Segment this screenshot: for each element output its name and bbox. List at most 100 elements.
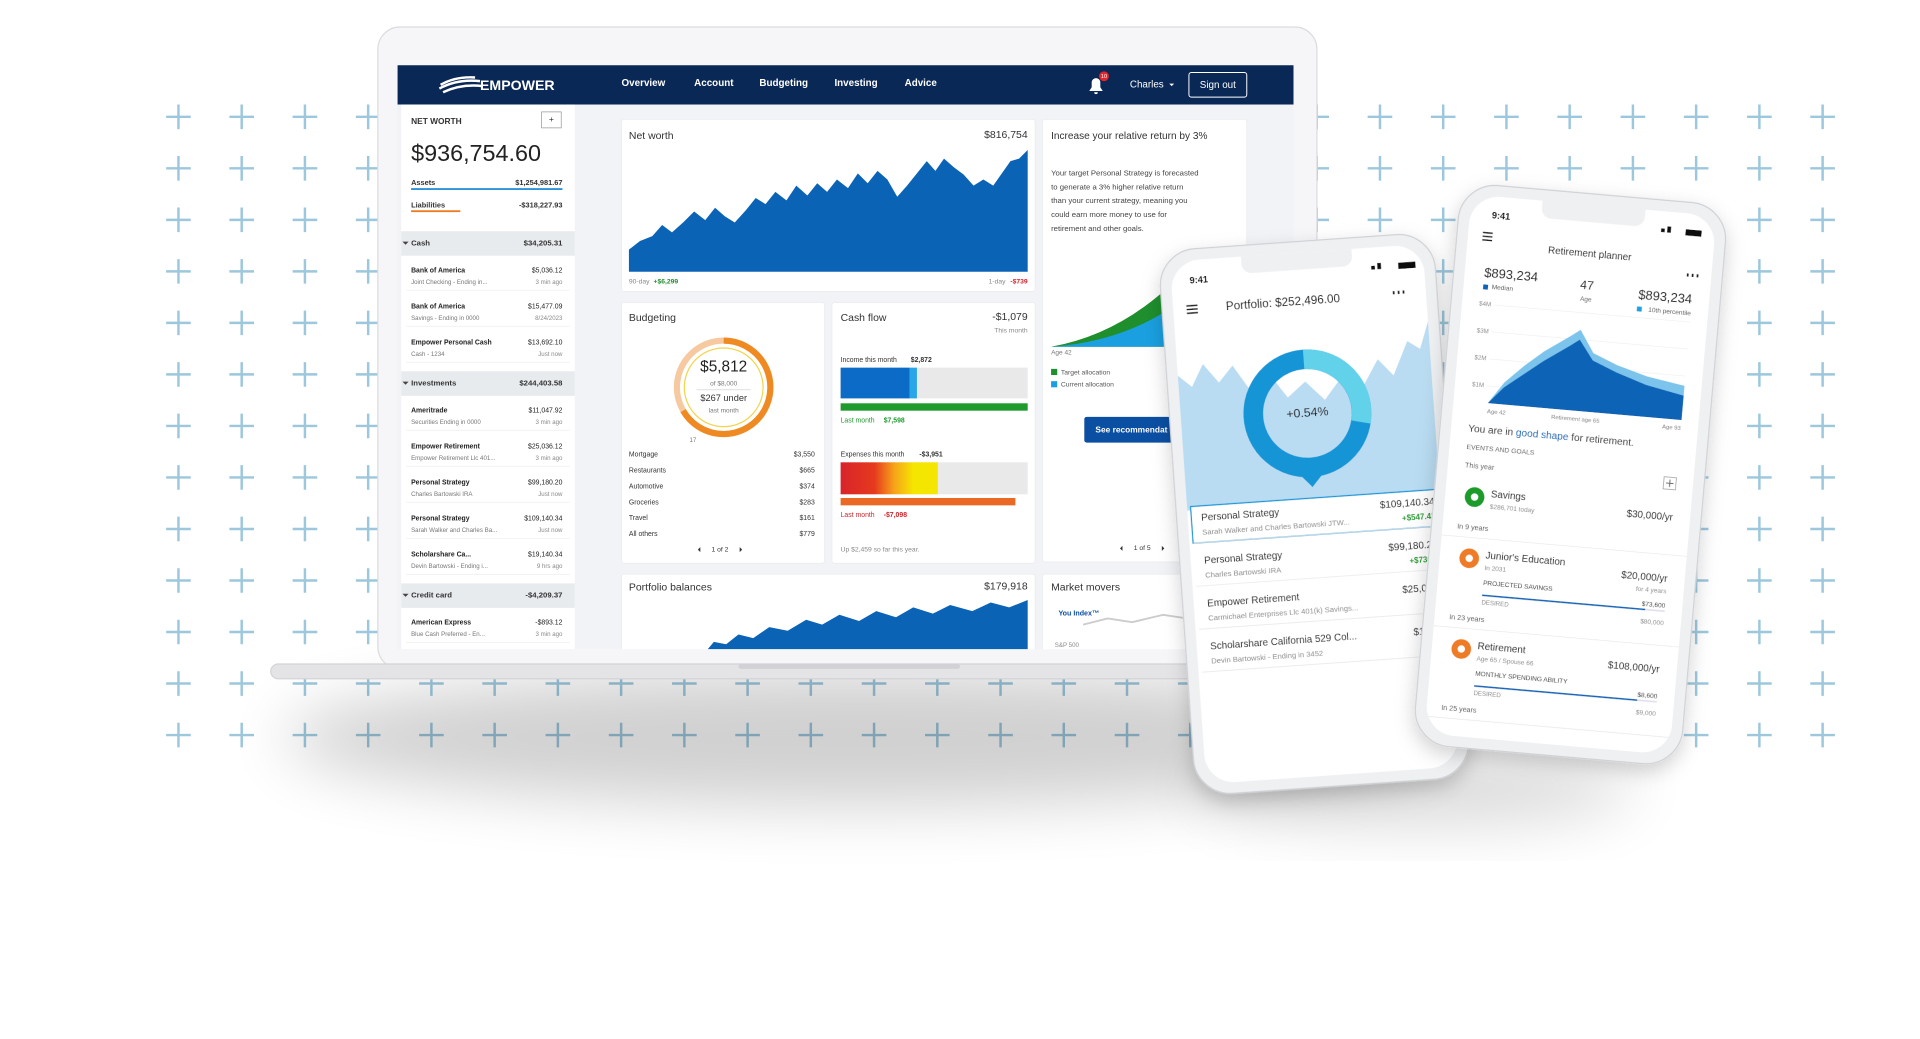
event-sub: In 2031 bbox=[1484, 565, 1507, 574]
plus-sign bbox=[229, 568, 255, 593]
net-worth: $936,754.60 bbox=[411, 140, 541, 166]
label: 17 bbox=[689, 437, 696, 444]
sign-out[interactable]: Sign out bbox=[1200, 80, 1236, 91]
nav-item[interactable]: Advice bbox=[905, 78, 938, 89]
legend-swatch bbox=[1636, 306, 1642, 312]
user-menu[interactable]: Charles bbox=[1130, 79, 1164, 90]
category-amount: $665 bbox=[799, 468, 814, 475]
more-icon[interactable] bbox=[1686, 273, 1699, 278]
group-total: $244,403.58 bbox=[519, 379, 563, 388]
account-name[interactable]: Personal Strategy bbox=[411, 479, 470, 486]
add-button[interactable] bbox=[541, 111, 562, 129]
add-icon[interactable]: + bbox=[549, 114, 554, 124]
plus-sign bbox=[1494, 156, 1519, 181]
plus-sign bbox=[355, 516, 381, 542]
account-name[interactable]: American Express bbox=[411, 619, 471, 626]
menu-icon[interactable] bbox=[1186, 304, 1199, 315]
metric-value: $8,600 bbox=[1637, 692, 1658, 701]
account-name[interactable]: Empower Retirement bbox=[411, 443, 481, 450]
last-month-income-bar bbox=[840, 403, 1028, 411]
label: Income this month bbox=[841, 357, 897, 364]
category-name: All others bbox=[629, 531, 658, 538]
label: Expenses this month bbox=[841, 452, 905, 459]
plus-sign bbox=[1747, 104, 1772, 130]
row-name[interactable]: Personal Strategy bbox=[1201, 507, 1280, 523]
plus-sign bbox=[1747, 156, 1772, 181]
sign-out-button[interactable] bbox=[1188, 72, 1248, 98]
plus-sign bbox=[355, 259, 381, 284]
row-amount: $99,180.20 bbox=[1388, 539, 1438, 553]
plus-sign bbox=[229, 207, 255, 233]
account-name[interactable]: Ameritrade bbox=[411, 407, 447, 414]
group-header bbox=[401, 231, 575, 256]
bell-icon[interactable] bbox=[1089, 78, 1103, 95]
nav-item[interactable]: Budgeting bbox=[759, 78, 808, 89]
card-title: Budgeting bbox=[629, 313, 676, 324]
pager-prev[interactable] bbox=[1120, 545, 1123, 551]
plus-sign bbox=[292, 568, 318, 593]
pager: 1 of 2 bbox=[712, 546, 729, 553]
budget-ring-progress bbox=[680, 337, 774, 438]
event-amount: $108,000/yr bbox=[1607, 660, 1660, 676]
donut-segment bbox=[1302, 349, 1372, 424]
event-name[interactable]: Retirement bbox=[1477, 641, 1526, 656]
category-name: Restaurants bbox=[629, 468, 667, 475]
plus-sign bbox=[229, 619, 255, 645]
pager-next[interactable] bbox=[1161, 545, 1165, 551]
budget-inner bbox=[683, 347, 764, 428]
body-line: to generate a 3% higher relative return bbox=[1051, 182, 1183, 191]
plus-sign bbox=[1683, 156, 1709, 181]
axis-label: $1M bbox=[1472, 381, 1485, 389]
nav-item[interactable]: Account bbox=[694, 78, 734, 89]
account-sub: Charles Bartowski IRA bbox=[411, 491, 473, 498]
recommend-button[interactable] bbox=[1084, 416, 1196, 443]
label: -$3,951 bbox=[919, 452, 943, 459]
label: Median bbox=[1491, 284, 1513, 293]
account-name[interactable]: Empower Personal Cash bbox=[411, 339, 492, 346]
plus-sign bbox=[1367, 207, 1393, 233]
stat-value: $893,234 bbox=[1638, 287, 1693, 307]
pager-next[interactable] bbox=[739, 547, 743, 553]
separator bbox=[1199, 611, 1449, 630]
axis-label: $2M bbox=[1474, 354, 1487, 362]
event-when: In 25 years bbox=[1441, 704, 1477, 715]
plus-sign bbox=[1810, 104, 1835, 130]
account-name[interactable]: Bank of America bbox=[411, 303, 465, 310]
status-icons bbox=[1660, 226, 1702, 237]
plus-sign bbox=[1810, 568, 1835, 593]
event-name[interactable]: Savings bbox=[1490, 489, 1526, 503]
menu-icon[interactable] bbox=[1482, 231, 1493, 242]
stat-value: 47 bbox=[1580, 278, 1595, 293]
grid-line bbox=[1493, 304, 1691, 323]
account-sub: Sarah Walker and Charles Ba... bbox=[411, 527, 497, 534]
group-total: -$4,209.37 bbox=[525, 591, 562, 600]
account-name[interactable]: Scholarshare Ca... bbox=[411, 551, 471, 558]
label: -$7,098 bbox=[884, 512, 908, 519]
add-icon bbox=[1666, 479, 1674, 488]
label: 10th percentile bbox=[1648, 307, 1691, 318]
plus-sign bbox=[292, 259, 318, 284]
plus-sign bbox=[1810, 465, 1835, 490]
card-title: Cash flow bbox=[841, 313, 887, 324]
plus-sign bbox=[1747, 722, 1772, 748]
account-name[interactable]: Personal Strategy bbox=[411, 515, 470, 522]
account-sub: Cash - 1234 bbox=[411, 351, 445, 358]
plus-sign bbox=[292, 362, 318, 387]
button-label[interactable]: See recommendat bbox=[1095, 425, 1167, 435]
pager-prev[interactable] bbox=[697, 547, 701, 553]
plus-sign bbox=[229, 465, 255, 490]
row-name[interactable]: Personal Strategy bbox=[1204, 550, 1283, 566]
group-caret bbox=[402, 381, 409, 385]
metric-value: $73,600 bbox=[1641, 601, 1665, 610]
nav-item[interactable]: Investing bbox=[834, 78, 877, 89]
card bbox=[831, 302, 1036, 564]
plus-sign bbox=[1810, 362, 1835, 387]
plus-sign bbox=[292, 156, 318, 181]
body-line: Your target Personal Strategy is forecas… bbox=[1051, 168, 1199, 177]
plus-sign bbox=[1810, 671, 1835, 696]
account-name[interactable]: Bank of America bbox=[411, 267, 465, 274]
nav-item[interactable]: Overview bbox=[622, 78, 666, 89]
account-amount: $13,692.10 bbox=[528, 339, 563, 346]
more-icon[interactable] bbox=[1392, 290, 1405, 295]
